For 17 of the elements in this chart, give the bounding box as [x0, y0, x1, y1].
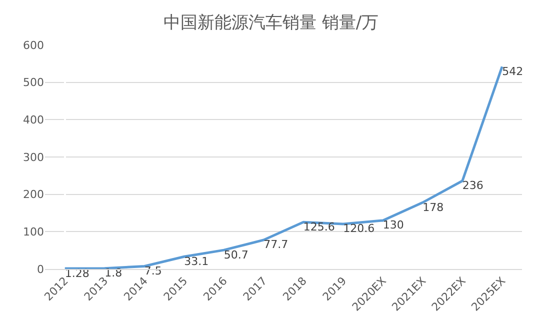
data-label: 130 — [382, 218, 404, 232]
y-tick-label: 600 — [23, 38, 44, 52]
y-tick-label: 100 — [23, 226, 44, 239]
data-label: 77.7 — [264, 238, 288, 252]
data-label: 33.1 — [184, 254, 209, 268]
data-label: 120.6 — [343, 222, 375, 236]
y-tick-label: 300 — [23, 150, 44, 164]
data-label: 50.7 — [224, 248, 248, 262]
chart-title: 中国新能源汽车销量 销量/万 — [163, 13, 379, 34]
y-tick-label: 0 — [37, 262, 44, 276]
y-tick-label: 200 — [23, 188, 44, 202]
y-tick-label: 500 — [23, 76, 44, 90]
data-label: 125.6 — [303, 220, 335, 234]
data-label: 236 — [462, 179, 484, 192]
y-tick-label: 400 — [23, 114, 44, 127]
data-label: 542 — [502, 64, 524, 78]
data-label: 178 — [422, 200, 444, 214]
